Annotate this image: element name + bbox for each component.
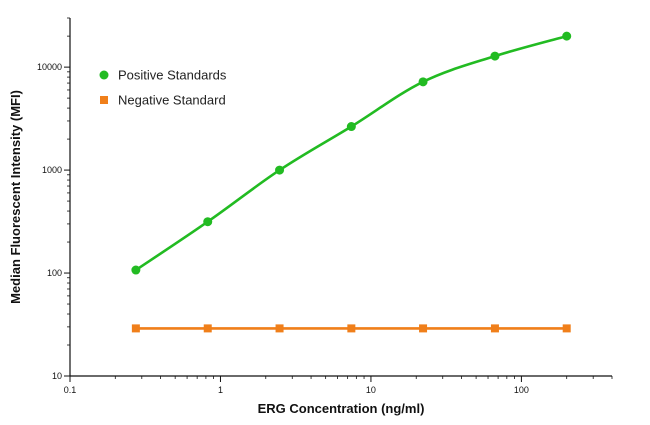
x-tick-label: 1 [218,385,223,395]
data-point [562,324,571,333]
data-point [131,324,140,333]
data-point [203,217,213,227]
data-point [275,165,285,175]
y-tick-label: 1000 [42,165,62,175]
y-tick-label: 100 [47,268,62,278]
legend-marker [100,96,108,104]
x-ticks: 0.1 1 10 100 [64,376,613,395]
data-point [346,122,356,132]
data-point [275,324,284,333]
series-markers [131,31,572,333]
data-point [418,77,428,87]
legend-label: Negative Standard [118,93,226,108]
data-point [490,324,499,333]
y-tick-label: 10 [52,371,62,381]
data-point [347,324,356,333]
legend-marker [99,70,109,80]
legend: Positive Standards Negative Standard [99,68,227,108]
data-point [419,324,428,333]
x-axis-title: ERG Concentration (ng/ml) [258,401,425,416]
x-tick-label: 0.1 [64,385,77,395]
legend-label: Positive Standards [118,68,227,83]
data-point [562,31,572,41]
data-point [131,265,141,275]
data-point [490,51,500,61]
y-ticks: 10 100 1000 10000 [37,17,70,381]
data-point [203,324,212,333]
y-tick-label: 10000 [37,62,62,72]
x-tick-label: 10 [366,385,376,395]
x-tick-label: 100 [514,385,529,395]
y-axis-title: Median Fluorescent Intensity (MFI) [8,90,23,304]
